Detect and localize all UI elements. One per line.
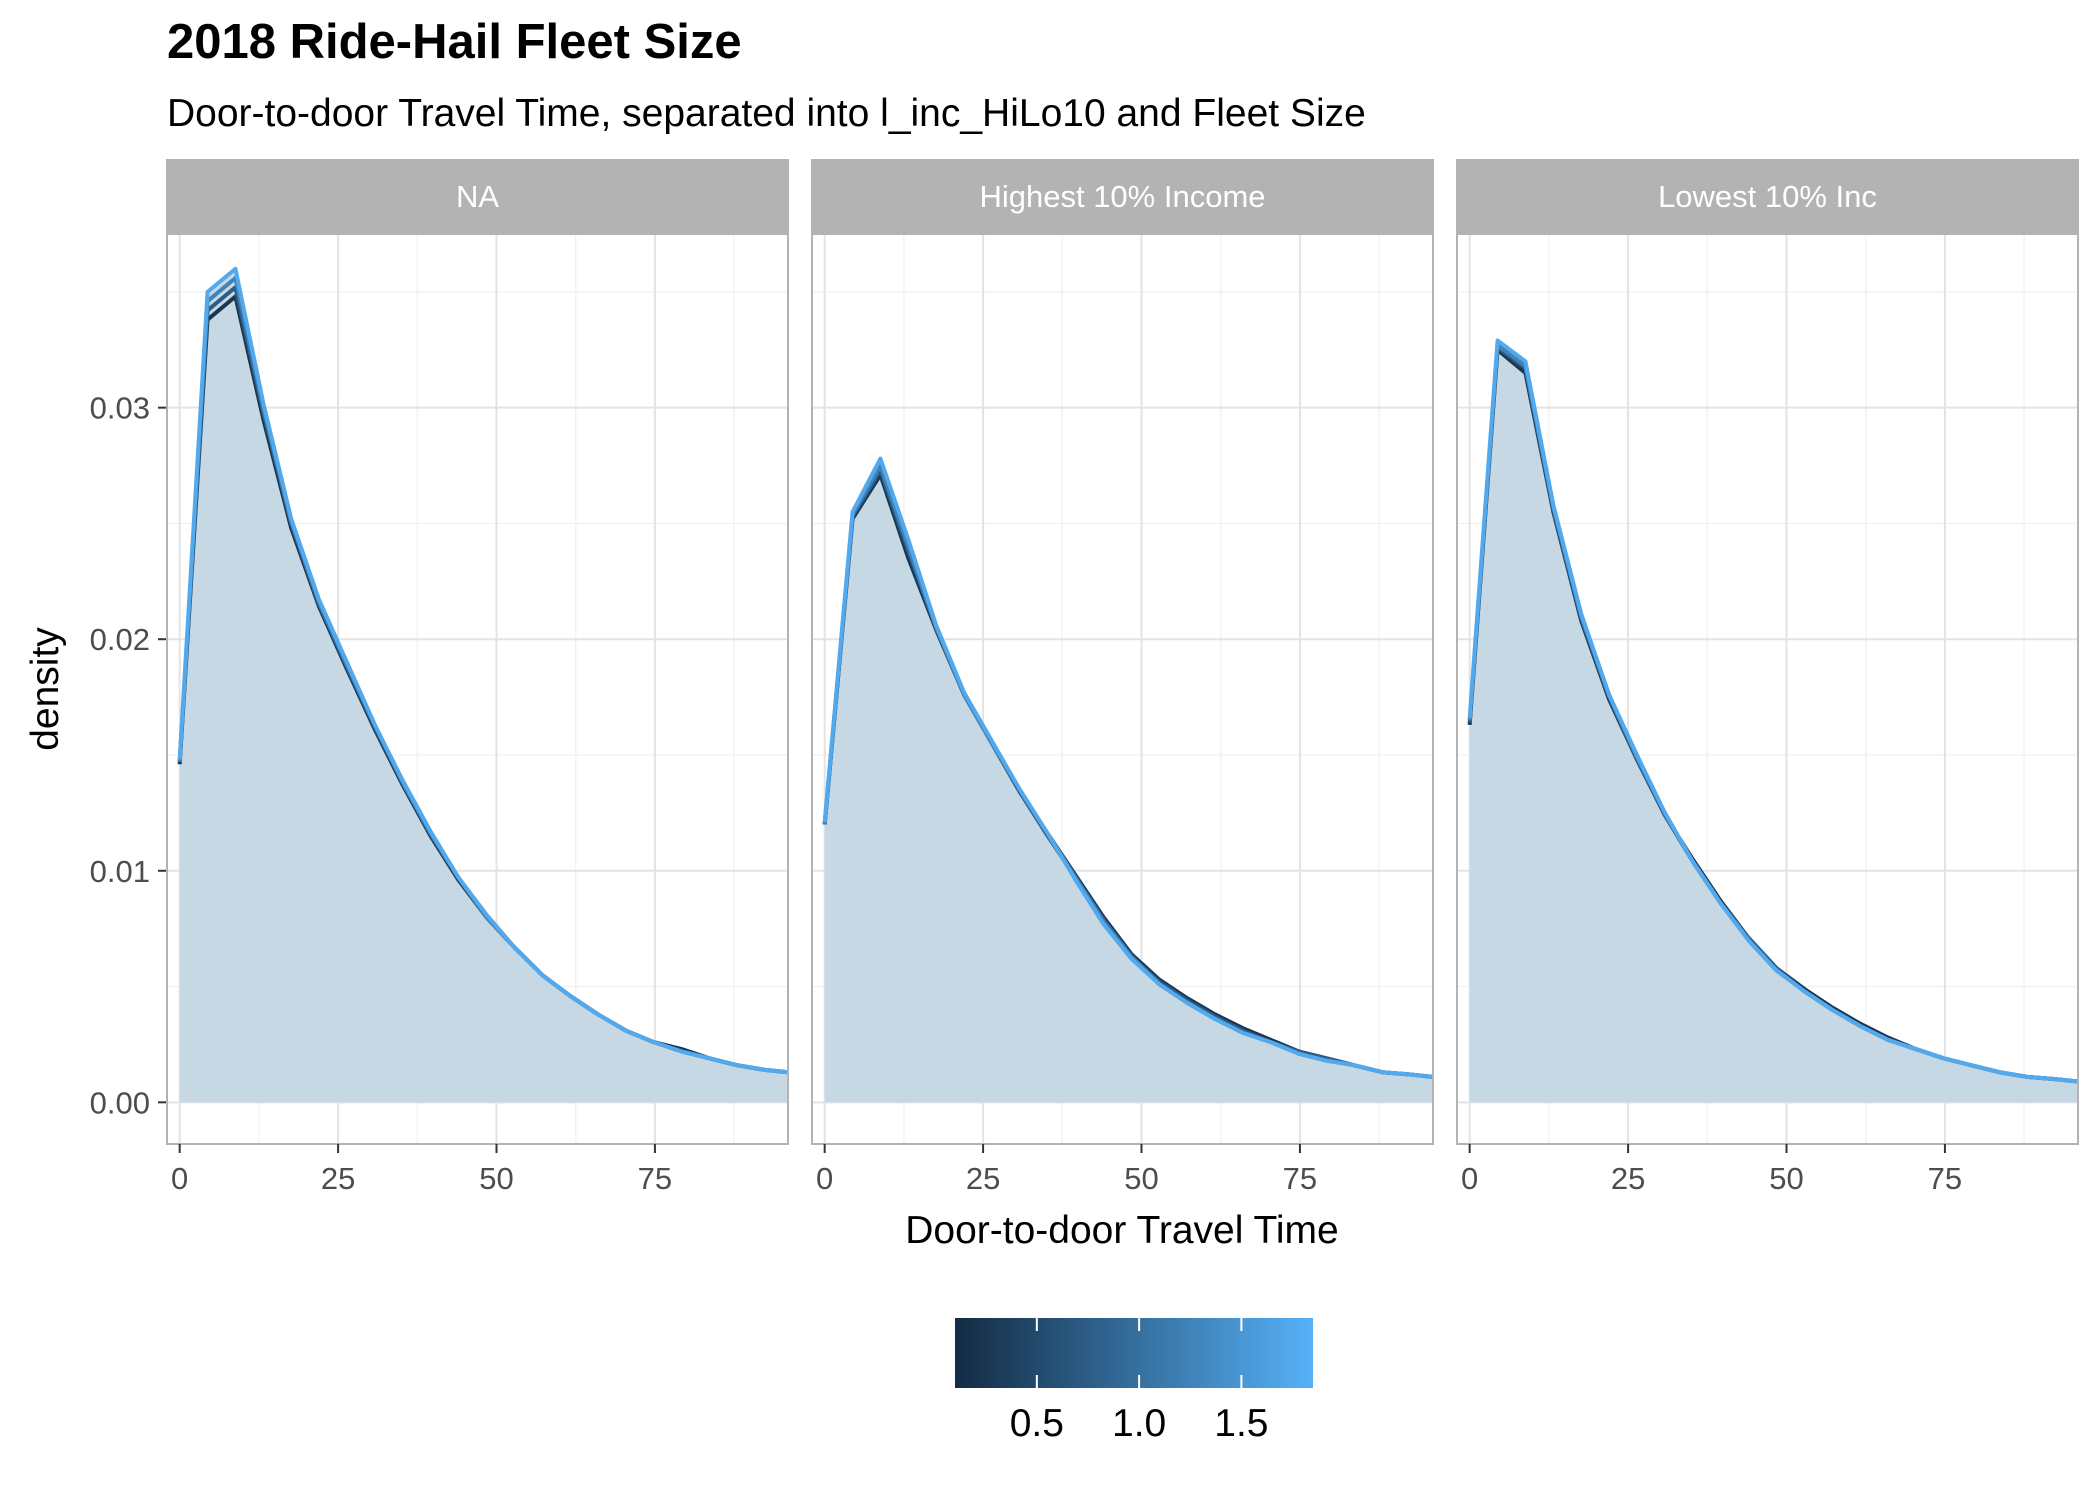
y-tick-label: 0.03 [90,391,150,426]
facet-strip [1456,159,2079,233]
facet-strip-label: Lowest 10% Inc [1658,179,1877,214]
x-tick-label: 0 [816,1161,833,1196]
panel-marks [177,266,788,1103]
colorbar-tick-label: 0.5 [1010,1402,1064,1445]
facet-strip [166,159,789,233]
x-tick-label: 0 [1461,1161,1478,1196]
panel-marks [1467,338,2078,1103]
x-tick-label: 75 [1928,1161,1962,1196]
density-line [822,456,1433,1079]
facet-strip-label: NA [456,179,499,214]
colorbar-tick-label: 1.5 [1214,1402,1268,1445]
x-tick-label: 75 [1283,1161,1317,1196]
density-area [824,458,1433,1103]
y-tick-label: 0.00 [90,1085,150,1120]
facet-strip-label: Highest 10% Income [979,179,1265,214]
x-axis-title: Door-to-door Travel Time [905,1209,1338,1252]
x-tick-label: 75 [638,1161,672,1196]
chart-title: 2018 Ride-Hail Fleet Size [167,15,742,69]
colorbar-tick-label: 1.0 [1112,1402,1166,1445]
x-tick-label: 0 [171,1161,188,1196]
y-tick-label: 0.02 [90,622,150,657]
x-tick-label: 25 [1611,1161,1645,1196]
panel-marks [822,456,1433,1103]
facet-strip [811,159,1434,233]
x-tick-label: 25 [321,1161,355,1196]
density-area [1469,340,2078,1103]
chart-subtitle: Door-to-door Travel Time, separated into… [167,92,1366,135]
colorbar [955,1318,1313,1388]
density-line [177,266,788,1075]
density-area [179,268,788,1103]
x-tick-label: 50 [479,1161,513,1196]
x-tick-label: 25 [966,1161,1000,1196]
x-tick-label: 50 [1124,1161,1158,1196]
panel-border [1456,233,2079,1145]
panel-border [811,233,1434,1145]
y-axis-title: density [24,627,67,751]
panel-border [166,233,789,1145]
x-tick-label: 50 [1769,1161,1803,1196]
density-line [1467,338,2078,1084]
y-tick-label: 0.01 [90,854,150,889]
